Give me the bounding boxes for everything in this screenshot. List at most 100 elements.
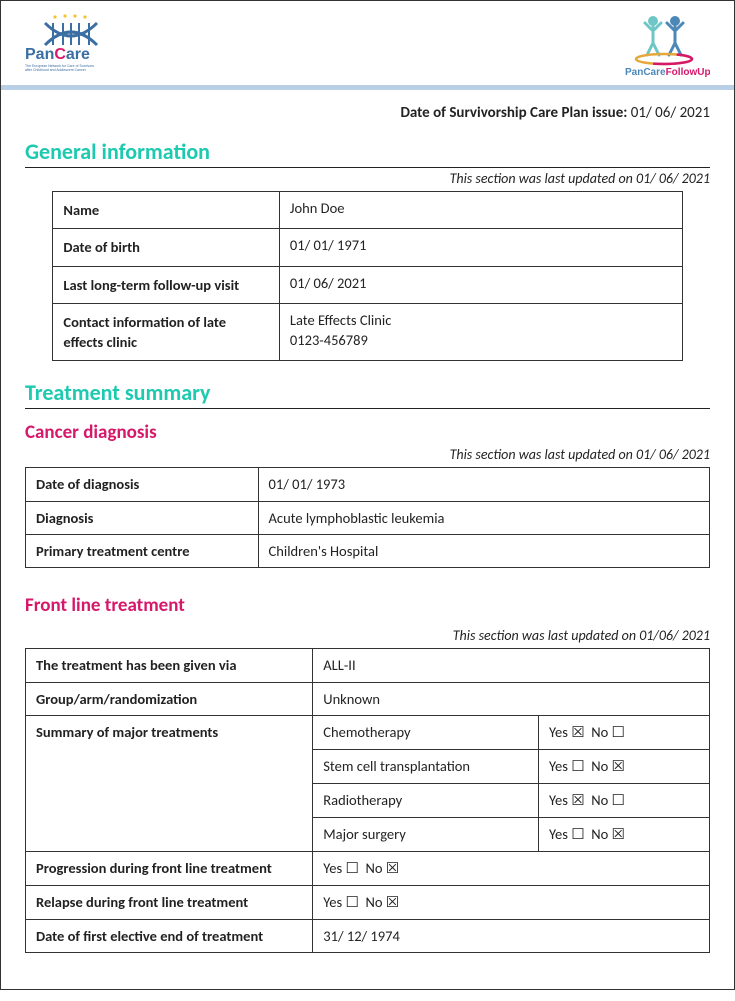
- prog-no-box: ☒: [386, 860, 399, 877]
- sct-yn: Yes ☐ No ☒: [538, 749, 709, 783]
- dob-value: 01/ 01/ 1971: [279, 229, 682, 266]
- group-label: Group/arm/randomization: [26, 682, 313, 715]
- end-label: Date of first elective end of treatment: [26, 919, 313, 952]
- end-value: 31/ 12/ 1974: [313, 919, 710, 952]
- frontline-updated-line: This section was last updated on 01/06/ …: [25, 627, 710, 644]
- pancare-logo-left: PanCare The European Network for Care of…: [25, 13, 117, 71]
- svg-text:PanCare: PanCare: [25, 46, 90, 63]
- table-row: Date of first elective end of treatment …: [26, 919, 710, 952]
- table-row: Progression during front line treatment …: [26, 851, 710, 885]
- centre-label: Primary treatment centre: [26, 535, 259, 568]
- general-info-title: General information: [25, 138, 710, 168]
- no-text: No: [591, 757, 608, 775]
- content: Date of Survivorship Care Plan issue: 01…: [1, 104, 734, 989]
- cancer-diagnosis-title: Cancer diagnosis: [25, 421, 710, 444]
- diagnosis-table: Date of diagnosis 01/ 01/ 1973 Diagnosis…: [25, 467, 710, 568]
- table-row: Contact information of late effects clin…: [53, 303, 682, 361]
- group-value: Unknown: [313, 682, 710, 715]
- chemo-no-box: ☐: [612, 724, 625, 741]
- radio-label: Radiotherapy: [313, 783, 539, 817]
- visit-label: Last long-term follow-up visit: [53, 266, 280, 303]
- radio-no-box: ☐: [612, 792, 625, 809]
- prog-yn: Yes ☐ No ☒: [313, 851, 710, 885]
- issue-date-value: 01/ 06/ 2021: [631, 104, 710, 122]
- dob-label: Date of birth: [53, 229, 280, 266]
- svg-text:PanCareFollowUp: PanCareFollowUp: [625, 67, 710, 78]
- yes-text: Yes: [549, 723, 568, 741]
- frontline-table: The treatment has been given via ALL-II …: [25, 648, 710, 953]
- yes-text: Yes: [549, 757, 568, 775]
- general-updated-line: This section was last updated on 01/ 06/…: [25, 170, 710, 187]
- frontline-title: Front line treatment: [25, 594, 710, 617]
- radio-yn: Yes ☒ No ☐: [538, 783, 709, 817]
- table-row: The treatment has been given via ALL-II: [26, 649, 710, 682]
- yes-text: Yes: [323, 893, 342, 911]
- no-text: No: [591, 825, 608, 843]
- frontline-updated-prefix: This section was last updated on: [453, 627, 636, 644]
- surg-yes-box: ☐: [571, 826, 584, 843]
- surg-label: Major surgery: [313, 817, 539, 851]
- diag-date-value: 01/ 01/ 1973: [258, 468, 709, 501]
- prog-yes-box: ☐: [345, 860, 358, 877]
- diag-value: Acute lymphoblastic leukemia: [258, 501, 709, 534]
- yes-text: Yes: [323, 859, 342, 877]
- pancare-followup-logo-right: PanCareFollowUp: [618, 13, 710, 79]
- table-row: Last long-term follow-up visit 01/ 06/ 2…: [53, 266, 682, 303]
- diagnosis-updated-date: 01/ 06/ 2021: [636, 446, 710, 463]
- radio-yes-box: ☒: [571, 792, 584, 809]
- pancare-logo-icon: PanCare The European Network for Care of…: [25, 13, 117, 71]
- chemo-yn: Yes ☒ No ☐: [538, 715, 709, 749]
- name-value: John Doe: [279, 192, 682, 229]
- frontline-updated-date: 01/06/ 2021: [639, 627, 710, 644]
- sct-yes-box: ☐: [571, 758, 584, 775]
- no-text: No: [591, 791, 608, 809]
- svg-text:after Childhood and Adolescent: after Childhood and Adolescent Cancer: [25, 68, 87, 71]
- issue-date-label: Date of Survivorship Care Plan issue:: [400, 104, 627, 122]
- via-value: ALL-II: [313, 649, 710, 682]
- diag-date-label: Date of diagnosis: [26, 468, 259, 501]
- via-label: The treatment has been given via: [26, 649, 313, 682]
- no-text: No: [591, 723, 608, 741]
- contact-value: Late Effects Clinic 0123-456789: [279, 303, 682, 361]
- yes-text: Yes: [549, 791, 568, 809]
- contact-line2: 0123-456789: [290, 331, 368, 349]
- chemo-label: Chemotherapy: [313, 715, 539, 749]
- table-row: Diagnosis Acute lymphoblastic leukemia: [26, 501, 710, 534]
- table-row: Relapse during front line treatment Yes …: [26, 885, 710, 919]
- header-stripe: [1, 85, 734, 90]
- table-row: Date of diagnosis 01/ 01/ 1973: [26, 468, 710, 501]
- contact-line1: Late Effects Clinic: [290, 311, 391, 329]
- diagnosis-updated-prefix: This section was last updated on: [450, 446, 633, 463]
- sct-no-box: ☒: [612, 758, 625, 775]
- relapse-label: Relapse during front line treatment: [26, 885, 313, 919]
- table-row: Primary treatment centre Children's Hosp…: [26, 535, 710, 568]
- no-text: No: [365, 893, 382, 911]
- document-page: PanCare The European Network for Care of…: [0, 0, 735, 990]
- relapse-yn: Yes ☐ No ☒: [313, 885, 710, 919]
- summary-label: Summary of major treatments: [26, 715, 313, 851]
- header: PanCare The European Network for Care of…: [1, 1, 734, 85]
- prog-label: Progression during front line treatment: [26, 851, 313, 885]
- name-label: Name: [53, 192, 280, 229]
- table-row: Group/arm/randomization Unknown: [26, 682, 710, 715]
- chemo-yes-box: ☒: [571, 724, 584, 741]
- relapse-yes-box: ☐: [345, 894, 358, 911]
- table-row: Date of birth 01/ 01/ 1971: [53, 229, 682, 266]
- treatment-summary-title: Treatment summary: [25, 379, 710, 409]
- centre-value: Children's Hospital: [258, 535, 709, 568]
- general-updated-prefix: This section was last updated on: [450, 170, 633, 187]
- sct-label: Stem cell transplantation: [313, 749, 539, 783]
- diagnosis-updated-line: This section was last updated on 01/ 06/…: [25, 446, 710, 463]
- relapse-no-box: ☒: [386, 894, 399, 911]
- issue-date-line: Date of Survivorship Care Plan issue: 01…: [25, 104, 710, 122]
- surg-no-box: ☒: [612, 826, 625, 843]
- yes-text: Yes: [549, 825, 568, 843]
- diag-label: Diagnosis: [26, 501, 259, 534]
- table-row: Name John Doe: [53, 192, 682, 229]
- contact-label: Contact information of late effects clin…: [53, 303, 280, 361]
- no-text: No: [365, 859, 382, 877]
- table-row: Summary of major treatments Chemotherapy…: [26, 715, 710, 749]
- surg-yn: Yes ☐ No ☒: [538, 817, 709, 851]
- general-updated-date: 01/ 06/ 2021: [636, 170, 710, 187]
- followup-logo-icon: PanCareFollowUp: [618, 13, 710, 79]
